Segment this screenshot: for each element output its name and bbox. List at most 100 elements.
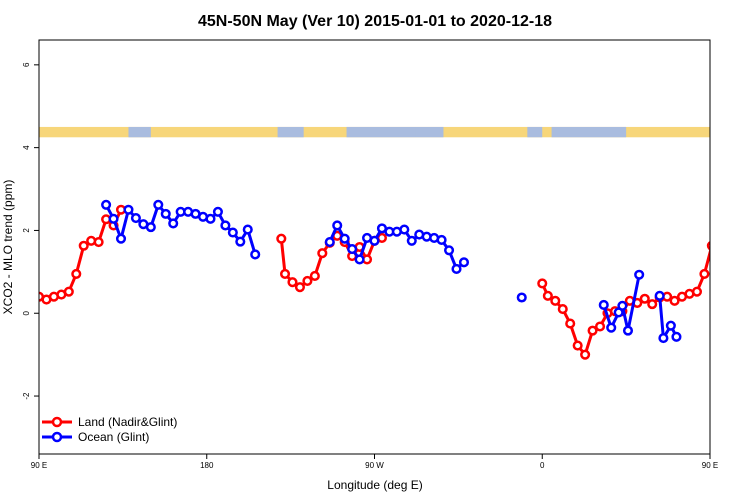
data-point bbox=[451, 263, 462, 274]
y-axis-label: XCO2 - MLO trend (ppm) bbox=[1, 180, 15, 315]
data-point bbox=[658, 333, 669, 344]
chart-title: 45N-50N May (Ver 10) 2015-01-01 to 2020-… bbox=[198, 13, 552, 30]
data-point bbox=[436, 234, 447, 246]
y-axis: -2 0 2 4 6 bbox=[22, 62, 39, 400]
data-point bbox=[71, 268, 82, 279]
data-point bbox=[716, 237, 724, 245]
series-line bbox=[734, 205, 750, 239]
data-point bbox=[738, 215, 746, 223]
data-point bbox=[235, 236, 246, 247]
data-point bbox=[339, 233, 350, 244]
data-point bbox=[580, 349, 591, 360]
data-point bbox=[594, 321, 606, 332]
ocean-band-segment bbox=[346, 126, 416, 138]
data-point bbox=[669, 295, 680, 306]
data-point bbox=[205, 213, 216, 224]
ocean-band-segment bbox=[551, 126, 627, 138]
data-point bbox=[565, 318, 576, 329]
ocean-band-segment bbox=[128, 126, 151, 138]
data-point bbox=[287, 277, 298, 288]
data-point bbox=[406, 235, 417, 246]
data-point bbox=[699, 268, 710, 279]
ocean-band-segment bbox=[415, 126, 444, 138]
data-point bbox=[160, 208, 171, 219]
series-line bbox=[658, 295, 678, 340]
data-point bbox=[294, 282, 305, 293]
legend-land-marker bbox=[51, 416, 63, 428]
data-point bbox=[108, 213, 119, 224]
data-point bbox=[634, 269, 645, 280]
data-point bbox=[723, 238, 731, 246]
data-point bbox=[587, 325, 598, 336]
data-point bbox=[730, 215, 738, 223]
data-point bbox=[399, 224, 410, 235]
data-point bbox=[639, 293, 650, 304]
data-point bbox=[63, 286, 74, 297]
y-tick-label: 4 bbox=[22, 145, 31, 150]
data-point bbox=[537, 278, 548, 289]
legend-ocean-marker bbox=[51, 431, 63, 443]
data-point bbox=[93, 236, 104, 248]
x-tick-label: 90 E bbox=[702, 461, 718, 470]
data-point bbox=[369, 235, 380, 246]
legend-ocean-label: Ocean (Glint) bbox=[78, 430, 149, 444]
data-point bbox=[354, 254, 365, 265]
data-point bbox=[745, 235, 750, 243]
legend: Land (Nadir&Glint) Ocean (Glint) bbox=[42, 415, 177, 444]
ocean-band-segment bbox=[277, 126, 304, 138]
plot-frame bbox=[38, 39, 711, 455]
data-point bbox=[647, 299, 658, 310]
data-point bbox=[279, 268, 291, 279]
data-point bbox=[115, 233, 127, 244]
x-tick-label: 0 bbox=[540, 461, 545, 470]
x-axis: 90 E 180 90 W 0 90 E bbox=[31, 454, 718, 470]
data-point bbox=[458, 257, 470, 268]
data-point bbox=[557, 304, 568, 315]
y-tick-label: 2 bbox=[22, 228, 31, 233]
x-tick-label: 90 W bbox=[365, 461, 384, 470]
data-point bbox=[745, 206, 750, 214]
data-point bbox=[617, 300, 628, 311]
data-point bbox=[542, 290, 553, 301]
data-point bbox=[606, 322, 617, 333]
data-point bbox=[444, 245, 455, 256]
data-point bbox=[145, 222, 156, 233]
data-point bbox=[250, 249, 261, 260]
data-point bbox=[671, 331, 682, 342]
data-point bbox=[347, 244, 358, 255]
data-point bbox=[730, 201, 738, 209]
data-point bbox=[242, 224, 253, 235]
data-point bbox=[654, 290, 665, 301]
legend-land-label: Land (Nadir&Glint) bbox=[78, 415, 177, 429]
data-point bbox=[572, 340, 583, 351]
land-ocean-band bbox=[39, 126, 710, 138]
data-point bbox=[738, 222, 746, 230]
data-point bbox=[691, 286, 703, 297]
data-point bbox=[153, 199, 164, 210]
data-point bbox=[598, 299, 609, 311]
data-point bbox=[516, 292, 527, 303]
data-point bbox=[332, 220, 343, 231]
data-point bbox=[78, 240, 89, 251]
ocean-band-segment bbox=[527, 126, 543, 138]
x-tick-label: 90 E bbox=[31, 461, 47, 470]
data-point bbox=[317, 248, 328, 259]
x-tick-label: 180 bbox=[200, 461, 214, 470]
y-tick-label: 0 bbox=[22, 310, 31, 315]
data-point bbox=[276, 233, 287, 244]
x-axis-label: Longitude (deg E) bbox=[327, 478, 422, 492]
series-line bbox=[540, 246, 710, 357]
data-point bbox=[622, 325, 634, 336]
data-point bbox=[212, 206, 223, 217]
data-point bbox=[302, 275, 313, 286]
y-tick-label: 6 bbox=[22, 62, 31, 67]
plot-area bbox=[39, 199, 750, 360]
series-ocean bbox=[101, 199, 750, 344]
data-point bbox=[665, 320, 676, 331]
data-point bbox=[130, 212, 141, 224]
data-point bbox=[706, 241, 710, 251]
data-point bbox=[101, 199, 112, 210]
data-point bbox=[168, 218, 179, 229]
data-point bbox=[220, 220, 231, 231]
